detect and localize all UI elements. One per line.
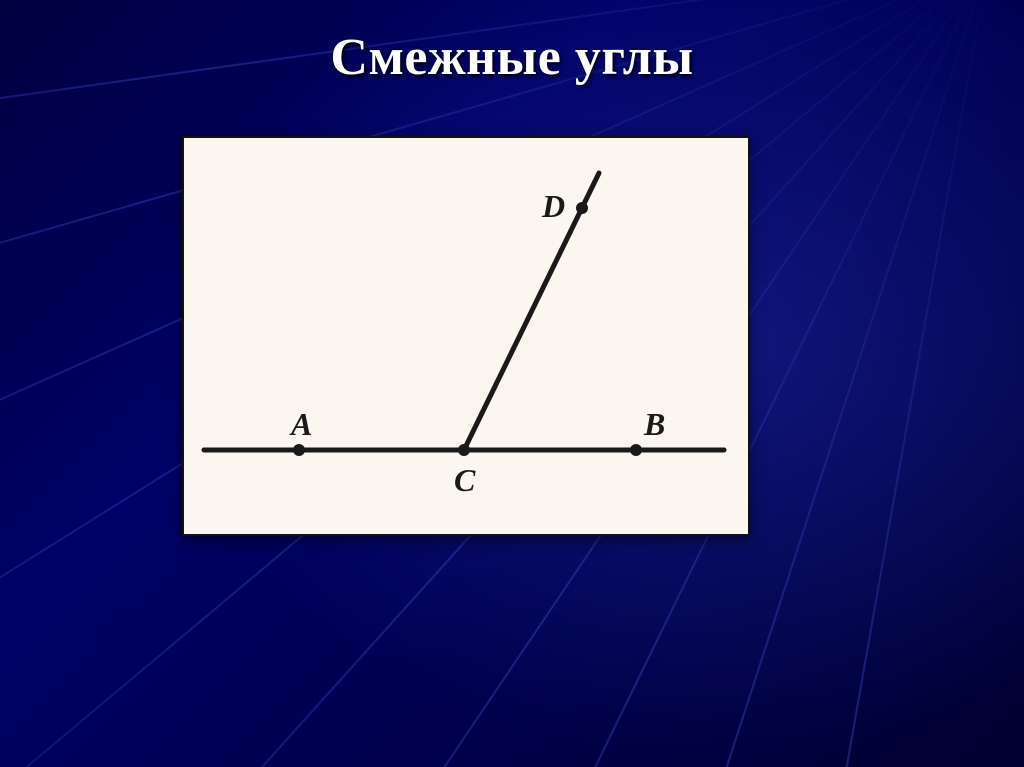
slide: Смежные углы A B C D	[0, 0, 1024, 767]
label-A: A	[291, 406, 312, 443]
title-container: Смежные углы	[0, 28, 1024, 87]
label-D: D	[542, 188, 565, 225]
point-D	[576, 202, 588, 214]
geometry-points	[293, 202, 642, 456]
point-C	[458, 444, 470, 456]
point-A	[293, 444, 305, 456]
figure-frame: A B C D	[182, 136, 750, 536]
label-C: C	[454, 462, 475, 499]
label-B: B	[644, 406, 665, 443]
slide-title: Смежные углы	[330, 28, 693, 87]
segment	[464, 173, 599, 450]
point-B	[630, 444, 642, 456]
